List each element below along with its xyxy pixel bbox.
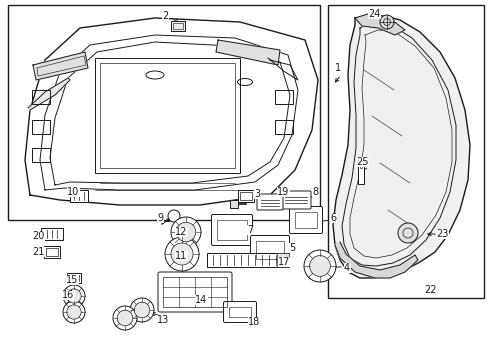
Text: 22: 22	[424, 285, 437, 295]
Circle shape	[171, 217, 201, 247]
Bar	[32, 120, 50, 134]
FancyBboxPatch shape	[250, 235, 290, 265]
Circle shape	[171, 243, 193, 265]
Bar	[32, 90, 50, 104]
Text: 2: 2	[162, 11, 168, 21]
Circle shape	[67, 289, 81, 303]
Bar	[358, 162, 364, 184]
Polygon shape	[28, 78, 70, 110]
Text: 23: 23	[436, 229, 448, 239]
FancyBboxPatch shape	[281, 191, 311, 209]
Polygon shape	[25, 18, 318, 205]
Circle shape	[134, 302, 150, 318]
Text: 5: 5	[289, 243, 295, 253]
Text: 24: 24	[368, 9, 380, 19]
Bar	[328, 5, 484, 298]
Bar	[41, 228, 63, 240]
Bar	[8, 5, 320, 220]
Bar	[230, 200, 238, 208]
Text: 18: 18	[248, 317, 260, 327]
Circle shape	[398, 223, 418, 243]
Bar	[173, 23, 183, 29]
Bar	[229, 307, 251, 317]
Text: 7: 7	[247, 225, 253, 235]
Bar	[44, 246, 60, 258]
Text: 17: 17	[278, 257, 291, 267]
Text: 19: 19	[277, 187, 289, 197]
Circle shape	[380, 15, 394, 29]
Polygon shape	[33, 52, 88, 80]
Text: 15: 15	[66, 275, 78, 285]
FancyBboxPatch shape	[257, 194, 283, 210]
Bar	[163, 277, 227, 307]
Text: 21: 21	[32, 247, 45, 257]
FancyBboxPatch shape	[212, 215, 252, 246]
Bar	[32, 148, 50, 162]
Text: 3: 3	[254, 189, 260, 199]
Bar	[295, 212, 317, 228]
Bar	[100, 63, 235, 168]
Text: 10: 10	[67, 187, 79, 197]
Bar	[171, 21, 185, 31]
Bar	[256, 241, 284, 259]
Polygon shape	[335, 242, 418, 278]
Circle shape	[165, 237, 199, 271]
Circle shape	[310, 256, 330, 276]
Text: 20: 20	[32, 231, 45, 241]
Polygon shape	[216, 40, 280, 65]
Text: 6: 6	[330, 213, 336, 223]
Bar	[70, 190, 88, 202]
Text: 11: 11	[175, 251, 187, 261]
FancyBboxPatch shape	[290, 207, 322, 234]
Polygon shape	[355, 14, 405, 35]
Bar	[275, 120, 293, 134]
Circle shape	[63, 301, 85, 323]
Text: 8: 8	[312, 187, 318, 197]
Text: 1: 1	[335, 63, 341, 73]
Bar	[46, 248, 58, 256]
Polygon shape	[333, 15, 470, 278]
Bar	[238, 190, 254, 202]
Bar	[277, 253, 289, 267]
Bar	[217, 220, 247, 240]
FancyBboxPatch shape	[223, 302, 256, 323]
Text: 4: 4	[344, 263, 350, 273]
Circle shape	[304, 250, 336, 282]
Bar	[67, 273, 81, 283]
Text: 16: 16	[62, 290, 74, 300]
Bar	[240, 192, 252, 200]
Text: 12: 12	[175, 227, 187, 237]
Circle shape	[176, 222, 196, 242]
Text: 13: 13	[157, 315, 169, 325]
Circle shape	[63, 285, 85, 307]
Bar	[207, 253, 289, 267]
Text: 25: 25	[356, 157, 368, 167]
Circle shape	[67, 305, 81, 319]
Circle shape	[117, 310, 133, 326]
Bar	[360, 164, 362, 168]
FancyBboxPatch shape	[158, 272, 232, 312]
Text: 14: 14	[195, 295, 207, 305]
Circle shape	[168, 210, 180, 222]
Bar	[69, 275, 79, 281]
Text: 9: 9	[157, 213, 163, 223]
Bar	[275, 90, 293, 104]
Circle shape	[130, 298, 154, 322]
Circle shape	[113, 306, 137, 330]
Bar	[95, 58, 240, 173]
